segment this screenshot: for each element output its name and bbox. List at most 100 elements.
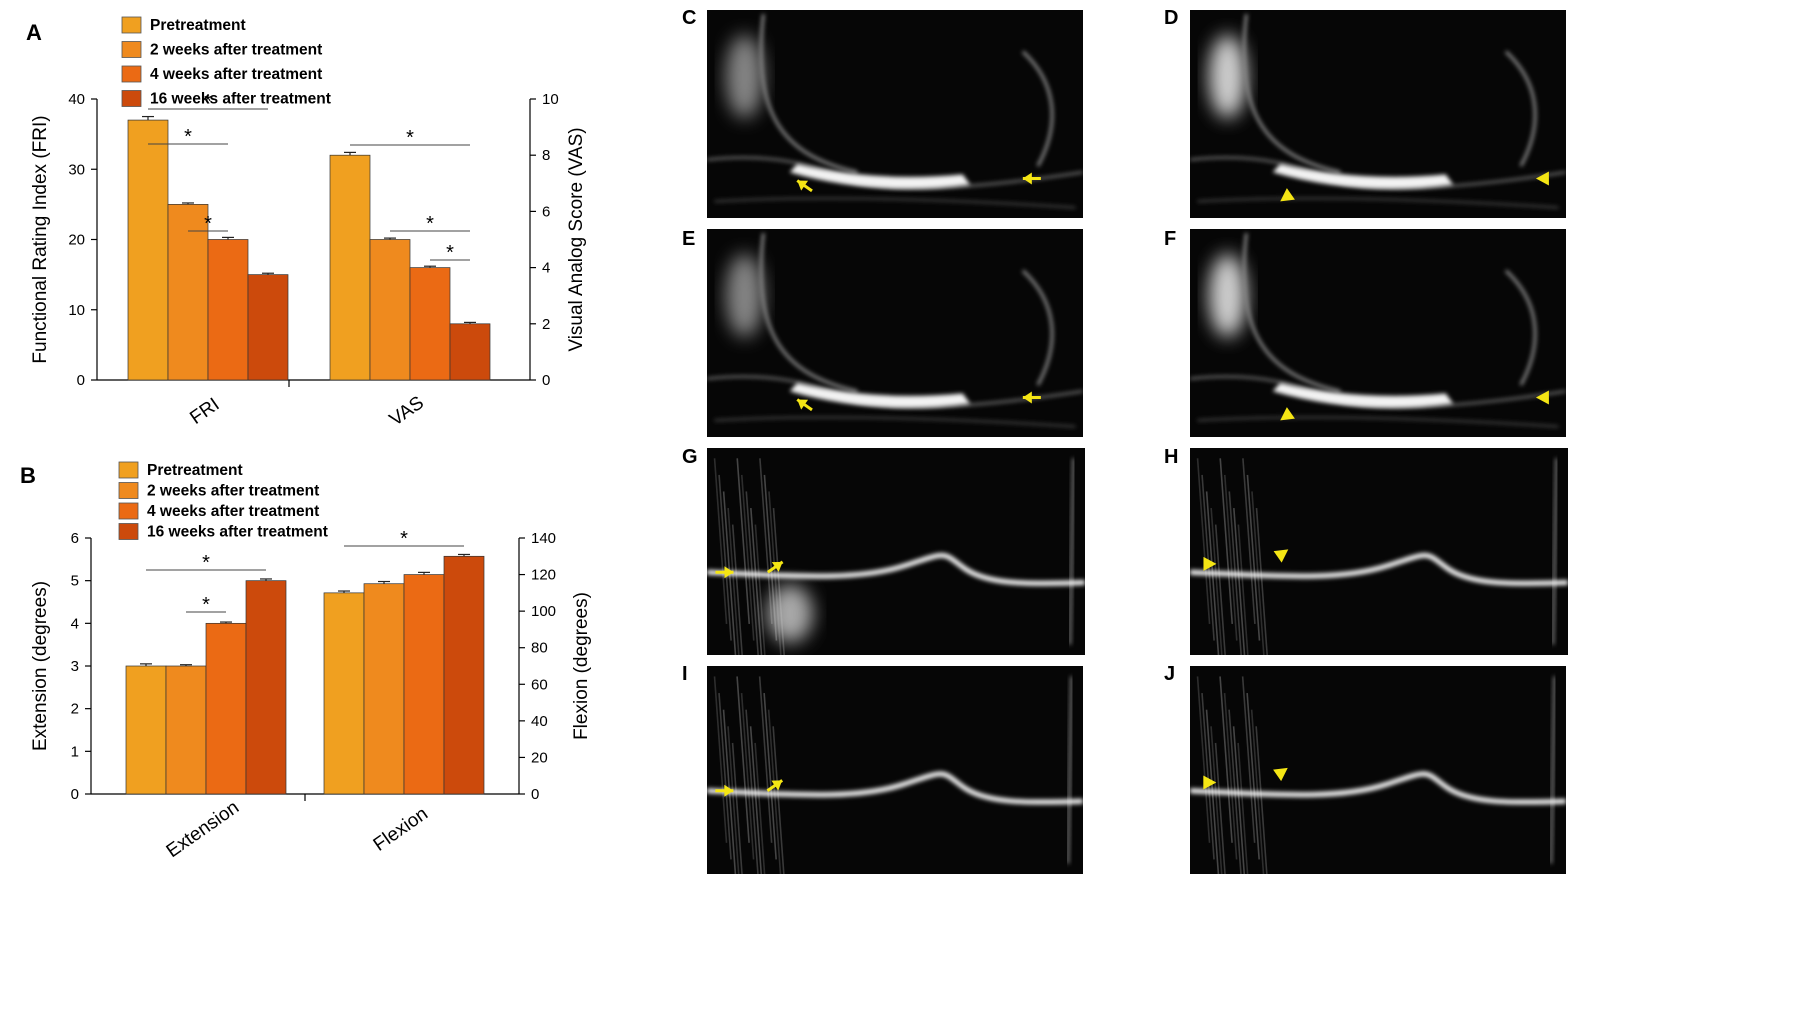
y-left-tick-label: 0 bbox=[77, 372, 85, 389]
bar-fri bbox=[127, 119, 169, 381]
texture-streak bbox=[727, 726, 740, 874]
arrow-head bbox=[1022, 172, 1032, 185]
legend-swatch bbox=[118, 482, 139, 499]
texture-streak bbox=[731, 742, 743, 874]
bar-extension bbox=[165, 665, 207, 795]
bar-vas bbox=[329, 154, 371, 381]
texture-streak bbox=[1233, 507, 1246, 655]
mri-panel-f: F bbox=[1164, 228, 1566, 437]
cartilage-band bbox=[1190, 771, 1566, 805]
texture-streak bbox=[727, 507, 740, 655]
y-left-tick-label: 5 bbox=[71, 573, 79, 590]
arrowhead-icon bbox=[1203, 556, 1217, 571]
significance-star: * bbox=[204, 91, 212, 113]
soft-tissue-line bbox=[1549, 676, 1557, 864]
texture-streak bbox=[1237, 742, 1249, 874]
arrow-icon bbox=[715, 566, 734, 579]
y-left-title: Extension (degrees) bbox=[30, 581, 51, 751]
bar-flexion bbox=[443, 555, 485, 795]
soft-tissue-line bbox=[1197, 416, 1559, 428]
y-left-tick-label: 10 bbox=[68, 302, 85, 319]
legend-swatch bbox=[118, 523, 139, 540]
bar-extension bbox=[245, 580, 287, 795]
mri-content bbox=[707, 458, 1085, 655]
y-right-tick-label: 140 bbox=[531, 530, 556, 547]
legend-swatch bbox=[121, 41, 142, 58]
mri-panel-i: I bbox=[682, 663, 1083, 874]
mri-panel-h: H bbox=[1164, 446, 1568, 655]
mri-panel-label: H bbox=[1164, 446, 1178, 468]
legend-swatch bbox=[121, 16, 142, 34]
y-right-tick-label: 0 bbox=[542, 372, 550, 389]
bar-flexion bbox=[363, 583, 405, 795]
texture-streak bbox=[1241, 676, 1256, 843]
tissue-blob bbox=[1208, 253, 1247, 338]
mri-panel-label: C bbox=[682, 7, 696, 29]
significance-star: * bbox=[400, 528, 408, 550]
texture-streak bbox=[1219, 676, 1233, 843]
legend-label: 2 weeks after treatment bbox=[150, 42, 322, 59]
bone-outline bbox=[759, 13, 1054, 174]
mri-panel-label: J bbox=[1164, 663, 1175, 685]
mri-panel-g: G bbox=[682, 446, 1085, 655]
texture-streak bbox=[749, 726, 763, 874]
texture-streak bbox=[1210, 507, 1223, 655]
mri-image bbox=[707, 448, 1085, 655]
cartilage-band bbox=[707, 771, 1083, 805]
mri-content bbox=[707, 676, 1083, 874]
mri-content bbox=[1190, 232, 1566, 428]
y-left-tick-label: 4 bbox=[71, 615, 79, 632]
texture-streak bbox=[1214, 742, 1226, 874]
texture-streak bbox=[713, 458, 728, 625]
panel-b-label: B bbox=[20, 463, 36, 488]
texture-streak bbox=[731, 524, 743, 655]
mri-panel-label: E bbox=[682, 228, 695, 250]
x-category-label: FRI bbox=[186, 394, 223, 429]
mri-content bbox=[707, 13, 1083, 209]
arrowhead-icon bbox=[1280, 407, 1295, 421]
mri-panel-label: G bbox=[682, 446, 698, 468]
y-right-title: Flexion (degrees) bbox=[571, 592, 592, 740]
tissue-blob bbox=[767, 584, 813, 643]
arrowhead-icon bbox=[1203, 775, 1217, 790]
y-right-tick-label: 20 bbox=[531, 749, 548, 766]
texture-streak bbox=[1223, 692, 1238, 860]
bar-fri bbox=[167, 204, 209, 381]
mri-panel-d: D bbox=[1164, 7, 1566, 218]
legend-swatch bbox=[121, 90, 142, 107]
y-left-tick-label: 40 bbox=[68, 91, 85, 108]
mri-panel-j: J bbox=[1164, 663, 1566, 874]
x-category-label: Flexion bbox=[370, 803, 432, 855]
texture-streak bbox=[750, 507, 763, 655]
arrow-head bbox=[724, 784, 734, 797]
y-right-tick-label: 2 bbox=[542, 316, 550, 333]
arrow-icon bbox=[766, 779, 784, 792]
arrow-icon bbox=[766, 560, 784, 574]
mri-panel-label: F bbox=[1164, 228, 1176, 250]
texture-streak bbox=[763, 692, 777, 860]
arrowhead-icon bbox=[1535, 171, 1549, 186]
tissue-blob bbox=[725, 34, 764, 119]
tissue-blob bbox=[1208, 34, 1247, 119]
mri-panel-label: D bbox=[1164, 7, 1178, 29]
bar-extension bbox=[205, 622, 247, 795]
texture-streak bbox=[1246, 474, 1261, 641]
texture-streak bbox=[1201, 692, 1215, 860]
y-left-tick-label: 2 bbox=[71, 701, 79, 718]
soft-tissue-line bbox=[1068, 458, 1076, 645]
mri-panel-c: C bbox=[682, 7, 1083, 218]
legend-label: 16 weeks after treatment bbox=[147, 524, 328, 541]
arrowhead-icon bbox=[1273, 767, 1288, 782]
significance-star: * bbox=[202, 594, 210, 616]
x-category-label: VAS bbox=[386, 392, 428, 430]
mri-content bbox=[1190, 458, 1568, 655]
y-right-tick-label: 120 bbox=[531, 567, 556, 584]
arrow-icon bbox=[715, 784, 734, 797]
y-right-tick-label: 100 bbox=[531, 603, 556, 620]
arrow-head bbox=[797, 180, 809, 191]
arrowhead-icon bbox=[1280, 188, 1295, 202]
texture-streak bbox=[718, 692, 732, 860]
arrow-icon bbox=[796, 179, 813, 193]
texture-streak bbox=[1255, 726, 1268, 874]
